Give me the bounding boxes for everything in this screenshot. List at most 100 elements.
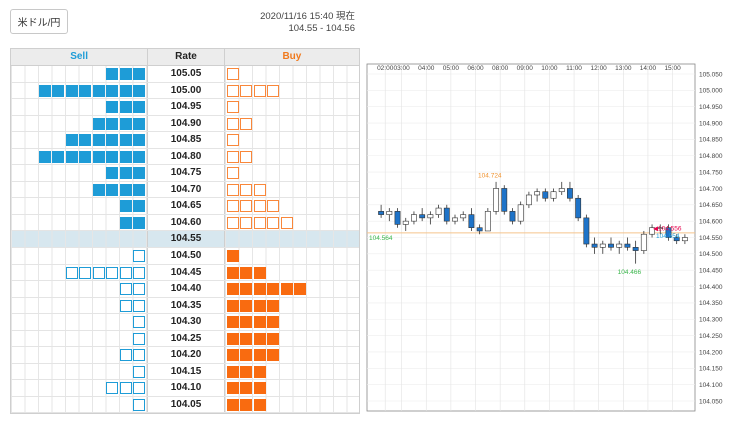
high-label: 104.724	[478, 173, 502, 180]
rate-cell: 104.30	[147, 314, 225, 330]
buy-orders	[226, 316, 280, 329]
sell-block	[106, 183, 119, 196]
order-book: Sell Rate Buy 105.05 105.00 104.95 104.90 10…	[10, 48, 360, 415]
sell-cell	[11, 347, 148, 363]
rate-cell: 104.20	[147, 347, 225, 363]
buy-position-block	[253, 398, 266, 411]
sell-orders	[119, 349, 146, 362]
rate-cell: 104.05	[147, 396, 225, 413]
y-tick-label: 104.300	[699, 317, 723, 324]
buy-block	[253, 216, 266, 229]
buy-block	[267, 84, 280, 97]
order-book-row: 104.90	[11, 115, 359, 133]
order-book-row: 104.40	[11, 281, 359, 298]
sell-orders	[106, 68, 146, 80]
rate-cell: 104.85	[147, 132, 225, 148]
open-ref-label: 104.564	[369, 235, 393, 242]
sell-position-block	[106, 382, 119, 395]
y-tick-label: 104.900	[699, 120, 723, 127]
order-book-row: 105.00	[11, 82, 359, 100]
rate-cell: 105.00	[147, 82, 225, 99]
sell-block	[133, 68, 146, 80]
order-book-row: 104.55	[11, 231, 359, 249]
buy-position-block	[253, 299, 266, 312]
candle-body	[624, 243, 631, 248]
buy-cell	[224, 281, 359, 297]
buy-position-block	[267, 316, 280, 329]
y-tick-label: 104.050	[699, 398, 723, 405]
ask-label: 104.554	[656, 233, 680, 240]
timestamp: 2020/11/16 15:40 現在	[260, 11, 355, 22]
rate-cell: 105.05	[147, 66, 225, 82]
rate-cell: 104.70	[147, 181, 225, 198]
buy-block	[226, 167, 239, 180]
buy-block	[253, 200, 266, 213]
buy-block	[226, 134, 239, 147]
candle-body	[427, 214, 434, 219]
sell-orders	[119, 216, 146, 229]
candle-body	[632, 247, 639, 251]
sell-block	[65, 134, 78, 147]
buy-cell	[224, 198, 359, 214]
sell-cell	[11, 248, 148, 264]
sell-block	[92, 150, 105, 163]
buy-orders	[226, 382, 266, 395]
x-tick-label: 08:00	[492, 65, 509, 72]
sell-block	[92, 183, 105, 196]
x-tick-label: 04:00	[418, 65, 435, 72]
buy-position-block	[226, 332, 239, 345]
sell-block	[119, 84, 132, 97]
buy-cell	[224, 248, 359, 264]
sell-block	[106, 134, 119, 147]
sell-orders	[133, 332, 146, 345]
order-book-row: 104.30	[11, 314, 359, 331]
candle-body	[640, 233, 647, 251]
sell-cell	[11, 314, 148, 330]
buy-block	[240, 216, 253, 229]
sell-block	[92, 134, 105, 147]
sell-block	[65, 84, 78, 97]
buy-cell	[224, 347, 359, 363]
buy-cell	[224, 297, 359, 314]
buy-position-block	[226, 283, 239, 296]
sell-block	[106, 150, 119, 163]
sell-cell	[11, 181, 148, 198]
x-tick-label: 03:00	[393, 65, 410, 72]
sell-block	[119, 101, 132, 114]
buy-cell	[224, 314, 359, 330]
buy-block	[267, 216, 280, 229]
sell-orders	[65, 134, 146, 147]
buy-cell	[224, 82, 359, 99]
buy-orders	[226, 250, 239, 263]
order-book-header: Sell Rate Buy	[10, 48, 360, 66]
rate-cell: 104.35	[147, 297, 225, 314]
currency-pair-button[interactable]: 米ドル/円	[10, 9, 68, 34]
sell-orders	[106, 382, 146, 395]
sell-block	[106, 68, 119, 80]
sell-block	[119, 134, 132, 147]
buy-cell	[224, 132, 359, 148]
sell-orders	[92, 183, 146, 196]
sell-block	[133, 167, 146, 180]
candle-body	[476, 227, 483, 232]
candlestick-chart: 105.050 105.000 104.950 104.900 104.850 104.8…	[366, 63, 723, 412]
x-tick-label: 12:00	[591, 65, 608, 72]
x-tick-label: 05:00	[443, 65, 460, 72]
buy-block	[267, 200, 280, 213]
buy-block	[240, 117, 253, 130]
sell-block	[133, 183, 146, 196]
sell-position-block	[79, 266, 92, 279]
candle-body	[435, 207, 442, 215]
order-book-row: 104.45	[11, 264, 359, 282]
order-book-row: 105.05	[11, 66, 359, 83]
candle-body	[419, 214, 426, 219]
sell-block	[106, 84, 119, 97]
rate-cell: 104.90	[147, 115, 225, 132]
buy-position-block	[240, 299, 253, 312]
sell-block	[119, 167, 132, 180]
sell-orders	[133, 250, 146, 263]
rate-cell: 104.45	[147, 264, 225, 281]
candle-body	[402, 220, 409, 225]
buy-position-block	[240, 398, 253, 411]
candle-body	[484, 211, 491, 232]
